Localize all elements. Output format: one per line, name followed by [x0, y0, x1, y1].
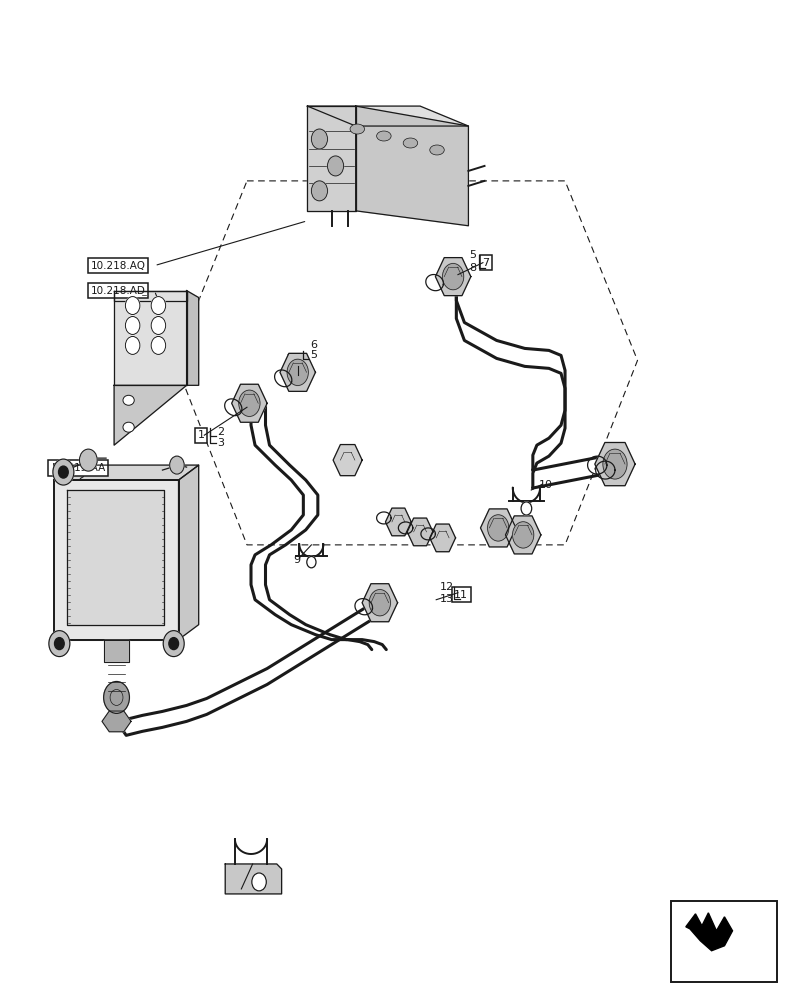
Polygon shape [430, 524, 456, 552]
Text: 12: 12 [440, 582, 454, 592]
Text: 8: 8 [469, 263, 477, 273]
Polygon shape [104, 640, 128, 662]
Polygon shape [595, 443, 635, 486]
Text: 9: 9 [292, 555, 300, 565]
Circle shape [287, 359, 309, 386]
Polygon shape [407, 518, 433, 546]
Polygon shape [232, 384, 267, 422]
Polygon shape [436, 258, 471, 296]
Circle shape [49, 631, 69, 657]
Polygon shape [67, 490, 164, 625]
Polygon shape [506, 516, 541, 554]
Text: 6: 6 [309, 340, 317, 350]
Polygon shape [114, 291, 187, 385]
Text: 10.218.AQ: 10.218.AQ [90, 261, 145, 271]
Circle shape [311, 129, 327, 149]
Ellipse shape [123, 422, 134, 432]
Text: 2: 2 [217, 427, 225, 437]
Ellipse shape [350, 124, 364, 134]
Circle shape [58, 466, 68, 478]
Circle shape [369, 590, 390, 616]
Ellipse shape [430, 145, 444, 155]
Circle shape [521, 502, 532, 515]
Circle shape [327, 156, 343, 176]
Text: 4: 4 [290, 357, 297, 367]
Polygon shape [333, 445, 362, 476]
Circle shape [252, 873, 267, 891]
Circle shape [103, 681, 129, 713]
Text: 1: 1 [198, 430, 204, 440]
Text: 10: 10 [539, 480, 553, 490]
Text: 7: 7 [482, 258, 490, 268]
Circle shape [307, 556, 316, 568]
Polygon shape [53, 480, 179, 640]
Circle shape [151, 297, 166, 315]
Text: 13: 13 [440, 594, 454, 604]
Ellipse shape [123, 395, 134, 405]
Text: 5: 5 [469, 250, 476, 260]
Ellipse shape [403, 138, 418, 148]
Ellipse shape [377, 131, 391, 141]
Circle shape [170, 456, 184, 474]
Circle shape [125, 317, 140, 334]
Circle shape [239, 390, 260, 416]
Polygon shape [187, 291, 199, 385]
Polygon shape [385, 508, 411, 536]
Text: 11: 11 [454, 590, 468, 600]
Polygon shape [102, 711, 131, 732]
Polygon shape [686, 913, 733, 951]
Polygon shape [307, 106, 469, 126]
Circle shape [443, 263, 464, 290]
Circle shape [603, 449, 627, 479]
Circle shape [79, 449, 97, 471]
Text: 55.015.AA: 55.015.AA [51, 463, 105, 473]
Circle shape [169, 638, 179, 650]
Polygon shape [280, 353, 315, 391]
Text: 3: 3 [217, 438, 224, 448]
Circle shape [54, 638, 64, 650]
Circle shape [125, 336, 140, 354]
Circle shape [163, 631, 184, 657]
Circle shape [151, 336, 166, 354]
Polygon shape [179, 465, 199, 640]
Text: 14: 14 [239, 886, 253, 896]
Polygon shape [362, 584, 398, 622]
Circle shape [53, 459, 74, 485]
Polygon shape [114, 291, 187, 301]
Circle shape [151, 317, 166, 334]
Polygon shape [307, 106, 356, 211]
Polygon shape [114, 385, 187, 445]
Circle shape [125, 297, 140, 315]
Circle shape [487, 515, 509, 541]
Circle shape [512, 522, 534, 548]
Polygon shape [481, 509, 516, 547]
Text: 5: 5 [309, 350, 317, 360]
Polygon shape [356, 106, 469, 226]
Polygon shape [225, 864, 282, 894]
Circle shape [311, 181, 327, 201]
Text: 10.218.AD: 10.218.AD [90, 286, 145, 296]
Polygon shape [53, 465, 199, 480]
FancyBboxPatch shape [671, 901, 776, 982]
